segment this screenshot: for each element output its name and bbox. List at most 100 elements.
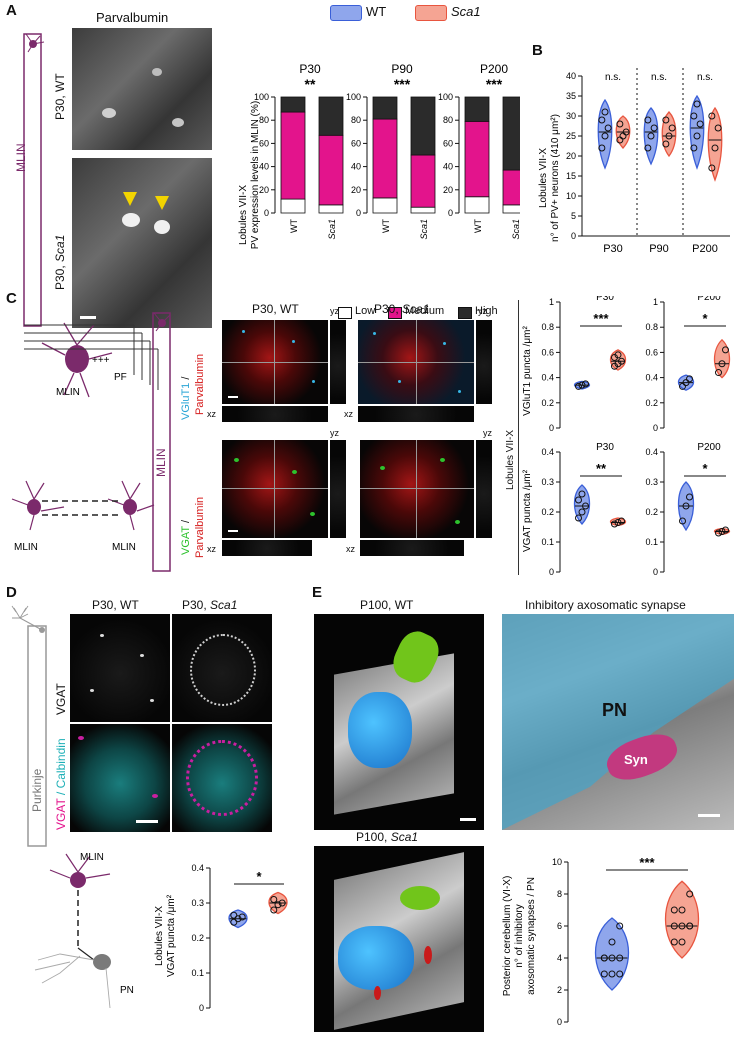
- chart-b-point: [696, 120, 704, 128]
- mlin-label-3: MLIN: [112, 542, 136, 553]
- d-vgat-wt: [70, 614, 170, 722]
- chart-c-vgat-p200-point: [686, 493, 693, 501]
- chart-a-bar-high: [372, 96, 398, 120]
- chart-a-bar-high: [280, 96, 306, 113]
- chart-c-vgat-p30-tick-label: 0: [549, 567, 554, 577]
- chart-c-vglut1-p200-point: [722, 346, 729, 354]
- chart-d-point: [238, 913, 246, 921]
- xz-label-4: xz: [346, 544, 355, 554]
- chart-a-xtick: WT: [381, 219, 391, 233]
- chart-c-vglut1-p200-point: [718, 360, 726, 368]
- chart-b-violin-sca1: [707, 106, 723, 182]
- chart-c-vglut1-p30-tick-label: 0.6: [541, 347, 554, 357]
- chart-b-point: [604, 124, 612, 132]
- legend-low-swatch: [338, 307, 352, 319]
- chart-b-tick-label: 35: [566, 91, 576, 101]
- chart-b-tick-label: 40: [566, 71, 576, 81]
- chart-e-point: [608, 970, 616, 978]
- chart-c-vgat-p30-point: [611, 520, 618, 528]
- chart-d-point: [234, 915, 242, 923]
- chart-e-point: [616, 970, 624, 978]
- confocal-vglut-wt-yz: [330, 320, 346, 404]
- chart-a-bar-low: [410, 206, 436, 214]
- chart-c-vgat-p200-tick-label: 0.1: [645, 537, 658, 547]
- mlin-side-label-c: MLIN: [154, 448, 168, 477]
- chart-c-vgat-p200-title: P200: [697, 442, 721, 453]
- chart-a-p90-tick-label: 20: [351, 185, 361, 195]
- chart-a-xtick: Sca1: [327, 219, 337, 240]
- chart-b-point: [708, 164, 716, 172]
- pn-em-label: PN: [602, 700, 628, 720]
- chart-e-point: [608, 938, 616, 946]
- confocal-vglut-wt-xz: [222, 406, 328, 422]
- chart-c-vglut1-p30-tick-label: 0.2: [541, 398, 554, 408]
- chart-a-p200-tick-label: 40: [443, 162, 453, 172]
- chart-a-p200-tick-label: 20: [443, 185, 453, 195]
- chart-c-vglut1-p200-point: [679, 382, 686, 390]
- chart-b-violin-wt: [597, 98, 613, 170]
- chart-e-sig: ***: [639, 855, 655, 870]
- arrowhead-1: [123, 192, 137, 206]
- legend-sca1-label: Sca1: [451, 4, 481, 19]
- chart-d: Lobules VII-X VGAT puncta /μm² 0 0.1 0.2 0.…: [154, 863, 288, 1013]
- chart-e: Posterior cerebellum (VI-X) n° of inhibi…: [502, 855, 700, 1027]
- chart-c-vgat-p200-point: [722, 526, 729, 534]
- scale-bar-d: [136, 820, 158, 823]
- chart-c-vglut1-p200-tick-label: 0: [653, 423, 658, 433]
- chart-a-bar-high: [410, 96, 436, 156]
- vgat-slash: /: [180, 519, 192, 527]
- chart-d-sig: *: [256, 869, 262, 884]
- chart-c-vgat-p200-tick-label: 0.3: [645, 477, 658, 487]
- chart-a-p30-tick-label: 20: [259, 185, 269, 195]
- c-lobules-label: Lobules VII-X: [505, 429, 516, 490]
- d-circuit-cartoon: MLIN PN: [34, 852, 134, 1009]
- chart-d-point: [278, 899, 286, 907]
- chart-e-violin-sca1: [664, 880, 700, 959]
- chart-e-ylabel-3: axosomatic synapses / PN: [526, 877, 537, 995]
- chart-b-point: [601, 108, 609, 116]
- syn-em-label: Syn: [624, 752, 648, 767]
- chart-b-tick-label: 15: [566, 171, 576, 181]
- parv-stain-label-1: Parvalbumin: [194, 353, 206, 415]
- chart-e-point: [670, 922, 678, 930]
- parvalbumin-title: Parvalbumin: [96, 10, 169, 25]
- chart-a-p90-tick-label: 40: [351, 162, 361, 172]
- chart-e-point: [616, 954, 624, 962]
- chart-a-p90-tick-label: 80: [351, 115, 361, 125]
- c-lobules-line: [518, 300, 519, 575]
- chart-b-point: [665, 132, 673, 140]
- chart-c-vgat-p30-tick-label: 0.2: [541, 507, 554, 517]
- chart-c-vglut1-p30-point: [618, 357, 625, 365]
- chart-c-vgat-p30-tick-label: 0.4: [541, 447, 554, 457]
- chart-d-ylabel-1: Lobules VII-X: [154, 906, 165, 966]
- chart-e-point: [686, 922, 694, 930]
- confocal-vglut-sca1-xz: [358, 406, 474, 422]
- chart-a-bar-low: [464, 196, 490, 214]
- chart-c-vgat-p200-tick-label: 0.2: [645, 507, 658, 517]
- d-pn-label: PN: [120, 985, 134, 996]
- chart-c-vglut1-p200-tick-label: 1: [653, 297, 658, 307]
- chart-b-xtick: P200: [692, 243, 718, 255]
- scale-bar-a: [80, 316, 96, 319]
- chart-e-tick-label: 6: [557, 921, 562, 931]
- chart-a-p200-tick-label: 80: [443, 115, 453, 125]
- chart-b-ns: n.s.: [697, 72, 713, 83]
- chart-e-point: [678, 938, 686, 946]
- em-3d-wt: [314, 614, 484, 830]
- chart-a-sig-p90: ***: [394, 76, 411, 92]
- chart-c-vglut1-p200-point: [682, 379, 690, 387]
- chart-b-xtick: P30: [603, 243, 623, 255]
- chart-c-vgat-p30-point: [614, 519, 622, 526]
- confocal-vgat-wt-yz: [330, 440, 346, 538]
- chart-d-tick-label: 0.3: [191, 898, 204, 908]
- chart-e-tick-label: 8: [557, 889, 562, 899]
- chart-b-point: [708, 112, 716, 120]
- chart-a-bar-low: [280, 198, 306, 214]
- chart-b-xtick: P90: [649, 243, 669, 255]
- vglut-slash: /: [180, 376, 192, 383]
- chart-d-ylabel-2: VGAT puncta /μm²: [166, 894, 177, 977]
- chart-d-point: [274, 901, 282, 909]
- chart-c-vgat-p30-violin-wt: [573, 484, 591, 525]
- chart-b-violin-wt: [689, 94, 705, 170]
- chart-a-sig-p30: **: [305, 76, 316, 92]
